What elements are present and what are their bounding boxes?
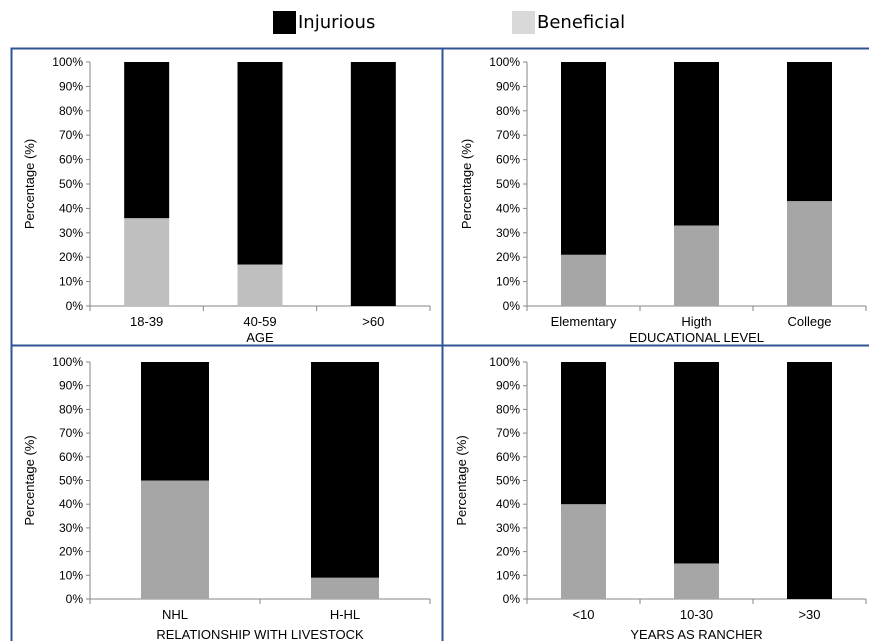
chart2-y-tick-label: 0% bbox=[503, 299, 521, 313]
chart1-bar-beneficial-2 bbox=[237, 264, 283, 306]
chart2-y-tick-label: 30% bbox=[496, 226, 520, 240]
chart3-bar-injurious-2 bbox=[311, 362, 379, 578]
chart4-y-tick-label: 70% bbox=[496, 426, 520, 440]
chart1-x-axis-title: AGE bbox=[246, 330, 274, 345]
chart1-y-tick-label: 100% bbox=[52, 55, 83, 69]
legend-label-beneficial: Beneficial bbox=[537, 12, 626, 33]
chart3-y-tick-label: 20% bbox=[59, 545, 83, 559]
panel-frame-4 bbox=[441, 344, 869, 641]
chart3-bar-injurious-1 bbox=[141, 362, 209, 481]
chart1-bar-beneficial-1 bbox=[124, 218, 170, 306]
chart4-y-tick-label: 90% bbox=[496, 379, 520, 393]
chart3-y-tick-label: 70% bbox=[59, 426, 83, 440]
chart4-bar-beneficial-2 bbox=[674, 563, 719, 599]
chart4-y-tick-label: 40% bbox=[496, 497, 520, 511]
chart4-y-tick-label: 100% bbox=[489, 355, 520, 369]
chart4-bar-beneficial-1 bbox=[561, 504, 606, 599]
chart1-x-tick-label: >60 bbox=[362, 314, 384, 329]
chart2-y-tick-label: 50% bbox=[496, 177, 520, 191]
chart1-x-tick-label: 18-39 bbox=[130, 314, 163, 329]
chart1-y-tick-label: 50% bbox=[59, 177, 83, 191]
chart2-y-tick-label: 100% bbox=[489, 55, 520, 69]
chart2-y-tick-label: 60% bbox=[496, 153, 520, 167]
chart2-y-tick-label: 40% bbox=[496, 201, 520, 215]
chart1-y-tick-label: 60% bbox=[59, 153, 83, 167]
chart1-y-tick-label: 30% bbox=[59, 226, 83, 240]
chart3-y-tick-label: 90% bbox=[59, 379, 83, 393]
chart4-y-tick-label: 30% bbox=[496, 521, 520, 535]
chart2-x-tick-label: Higth bbox=[681, 314, 711, 329]
chart3-y-tick-label: 100% bbox=[52, 355, 83, 369]
chart1-y-axis-title: Percentage (%) bbox=[22, 139, 37, 229]
chart3-y-tick-label: 0% bbox=[66, 592, 84, 606]
chart3-y-tick-label: 80% bbox=[59, 402, 83, 416]
chart1-y-tick-label: 90% bbox=[59, 79, 83, 93]
chart4-x-tick-label: <10 bbox=[572, 607, 594, 622]
chart2-bar-injurious-3 bbox=[787, 62, 832, 202]
chart3-y-tick-label: 30% bbox=[59, 521, 83, 535]
chart3-y-tick-label: 50% bbox=[59, 474, 83, 488]
chart2-y-axis-title: Percentage (%) bbox=[459, 139, 474, 229]
chart2-x-tick-label: College bbox=[787, 314, 831, 329]
chart1-y-tick-label: 20% bbox=[59, 250, 83, 264]
chart3-bar-beneficial-2 bbox=[311, 577, 379, 599]
chart1-bar-injurious-1 bbox=[124, 62, 170, 219]
chart2-bar-injurious-2 bbox=[674, 62, 719, 226]
chart4-y-tick-label: 0% bbox=[503, 592, 521, 606]
chart4-y-axis-title: Percentage (%) bbox=[454, 435, 469, 525]
chart1-y-tick-label: 40% bbox=[59, 201, 83, 215]
chart2-bar-beneficial-2 bbox=[674, 225, 719, 306]
chart2-x-tick-label: Elementary bbox=[551, 314, 617, 329]
legend-item-injurious: Injurious bbox=[273, 11, 375, 34]
chart1-y-tick-label: 0% bbox=[66, 299, 84, 313]
chart1-bar-injurious-3 bbox=[350, 62, 396, 306]
chart4-bar-injurious-2 bbox=[674, 362, 719, 564]
chart2-y-tick-label: 10% bbox=[496, 275, 520, 289]
chart1-x-tick-label: 40-59 bbox=[243, 314, 276, 329]
legend-label-injurious: Injurious bbox=[298, 12, 376, 33]
chart4-y-tick-label: 10% bbox=[496, 568, 520, 582]
chart1-bar-injurious-2 bbox=[237, 62, 283, 265]
chart3-y-tick-label: 10% bbox=[59, 568, 83, 582]
chart1-y-tick-label: 10% bbox=[59, 275, 83, 289]
chart2-y-tick-label: 80% bbox=[496, 104, 520, 118]
chart2-y-tick-label: 20% bbox=[496, 250, 520, 264]
legend-swatch-beneficial bbox=[512, 11, 535, 34]
chart2-bar-injurious-1 bbox=[561, 62, 606, 255]
chart4-x-tick-label: >30 bbox=[798, 607, 820, 622]
chart3-x-axis-title: RELATIONSHIP WITH LIVESTOCK bbox=[156, 627, 364, 641]
chart4-y-tick-label: 60% bbox=[496, 450, 520, 464]
legend: Injurious Beneficial bbox=[0, 0, 869, 48]
chart3-y-axis-title: Percentage (%) bbox=[22, 435, 37, 525]
chart3-bar-beneficial-1 bbox=[141, 480, 209, 599]
chart2-y-tick-label: 70% bbox=[496, 128, 520, 142]
chart4-bar-injurious-3 bbox=[787, 362, 832, 599]
chart2-x-axis-title: EDUCATIONAL LEVEL bbox=[629, 330, 764, 345]
chart4-y-tick-label: 80% bbox=[496, 402, 520, 416]
chart4-x-tick-label: 10-30 bbox=[680, 607, 713, 622]
chart4-bar-injurious-1 bbox=[561, 362, 606, 505]
chart2-bar-beneficial-3 bbox=[787, 201, 832, 306]
chart4-y-tick-label: 50% bbox=[496, 474, 520, 488]
chart3-x-tick-label: NHL bbox=[162, 607, 188, 622]
chart1-y-tick-label: 80% bbox=[59, 104, 83, 118]
legend-item-beneficial: Beneficial bbox=[512, 11, 625, 34]
chart2-y-tick-label: 90% bbox=[496, 79, 520, 93]
chart3-x-tick-label: H-HL bbox=[330, 607, 360, 622]
chart4-x-axis-title: YEARS AS RANCHER bbox=[630, 627, 762, 641]
chart4-y-tick-label: 20% bbox=[496, 545, 520, 559]
chart3-y-tick-label: 40% bbox=[59, 497, 83, 511]
chart3-y-tick-label: 60% bbox=[59, 450, 83, 464]
chart1-y-tick-label: 70% bbox=[59, 128, 83, 142]
chart2-bar-beneficial-1 bbox=[561, 254, 606, 306]
legend-swatch-injurious bbox=[273, 11, 296, 34]
